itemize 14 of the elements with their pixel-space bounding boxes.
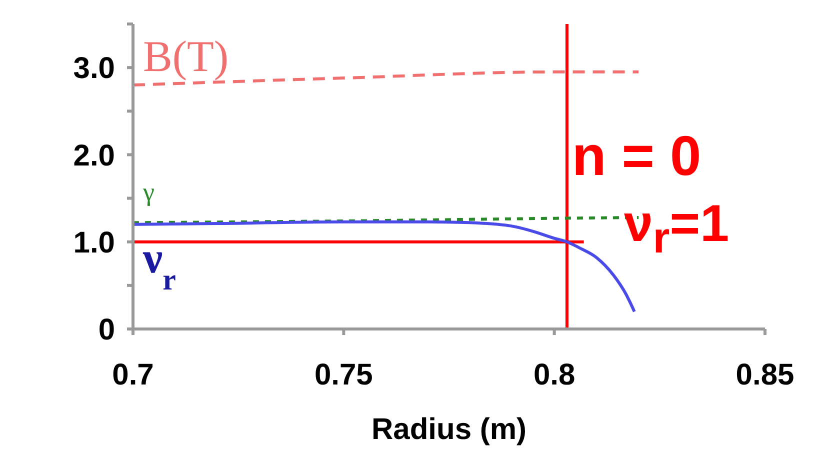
x-axis-title: Radius (m) xyxy=(371,413,527,446)
x-tick-label: 0.8 xyxy=(533,358,576,392)
series-label: ν$_{r}$ xyxy=(142,233,176,296)
x-tick-label: 0.85 xyxy=(736,358,794,392)
y-tick-label: 1.0 xyxy=(73,226,115,260)
series-label: B(T) xyxy=(143,32,229,81)
y-tick-label: 2.0 xyxy=(73,139,115,172)
x-tick-label: 0.7 xyxy=(112,358,154,392)
y-tick-label: 0 xyxy=(98,314,115,347)
series-label: γ xyxy=(142,178,154,207)
y-tick-label: 3.0 xyxy=(73,52,115,86)
annotation: n = 0 xyxy=(572,124,702,187)
annotation: ν$_{r}$=1 xyxy=(624,195,730,262)
x-tick-label: 0.75 xyxy=(314,358,373,392)
